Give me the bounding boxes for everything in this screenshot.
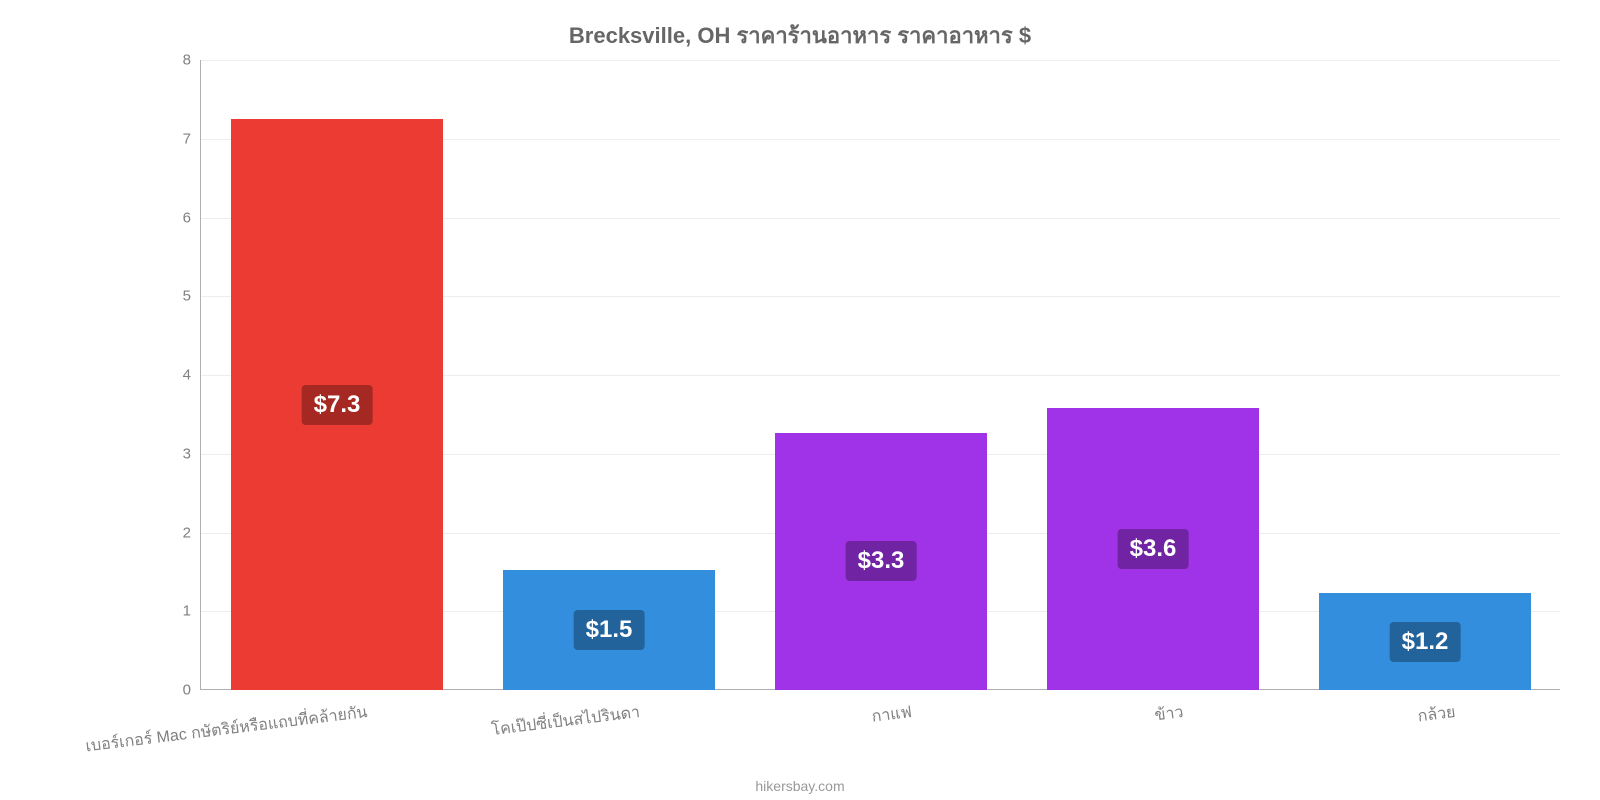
y-tick-label: 7 bbox=[183, 130, 191, 147]
x-tick-label: กล้วย bbox=[1416, 700, 1457, 729]
bar: $7.3 bbox=[231, 119, 443, 690]
price-bar-chart: Brecksville, OH ราคาร้านอาหาร ราคาอาหาร … bbox=[0, 0, 1600, 800]
y-tick-label: 8 bbox=[183, 52, 191, 69]
bar-value-label: $1.5 bbox=[574, 610, 645, 650]
bar-value-label: $3.6 bbox=[1118, 529, 1189, 569]
y-tick-label: 4 bbox=[183, 367, 191, 384]
x-tick-label: เบอร์เกอร์ Mac กษัตริย์หรือแถบที่คล้ายกั… bbox=[84, 700, 369, 759]
x-tick-label: โคเป๊ปซี่เป็นสไปรินดา bbox=[490, 700, 641, 743]
bar: $1.2 bbox=[1319, 593, 1531, 690]
chart-title: Brecksville, OH ราคาร้านอาหาร ราคาอาหาร … bbox=[0, 0, 1600, 53]
bar-value-label: $1.2 bbox=[1390, 622, 1461, 662]
x-tick-label: ข้าว bbox=[1153, 700, 1185, 728]
bar-value-label: $7.3 bbox=[302, 385, 373, 425]
bar: $3.6 bbox=[1047, 408, 1259, 690]
bar: $3.3 bbox=[775, 433, 987, 691]
x-tick-label: กาแฟ bbox=[870, 700, 913, 730]
plot-area: 012345678$7.3เบอร์เกอร์ Mac กษัตริย์หรือ… bbox=[200, 60, 1560, 690]
y-tick-label: 3 bbox=[183, 445, 191, 462]
y-tick-label: 5 bbox=[183, 288, 191, 305]
y-tick-label: 6 bbox=[183, 209, 191, 226]
bar: $1.5 bbox=[503, 570, 715, 690]
gridline bbox=[201, 60, 1560, 61]
y-tick-label: 1 bbox=[183, 603, 191, 620]
attribution-text: hikersbay.com bbox=[755, 778, 844, 794]
y-tick-label: 0 bbox=[183, 682, 191, 699]
bar-value-label: $3.3 bbox=[846, 541, 917, 581]
y-tick-label: 2 bbox=[183, 524, 191, 541]
